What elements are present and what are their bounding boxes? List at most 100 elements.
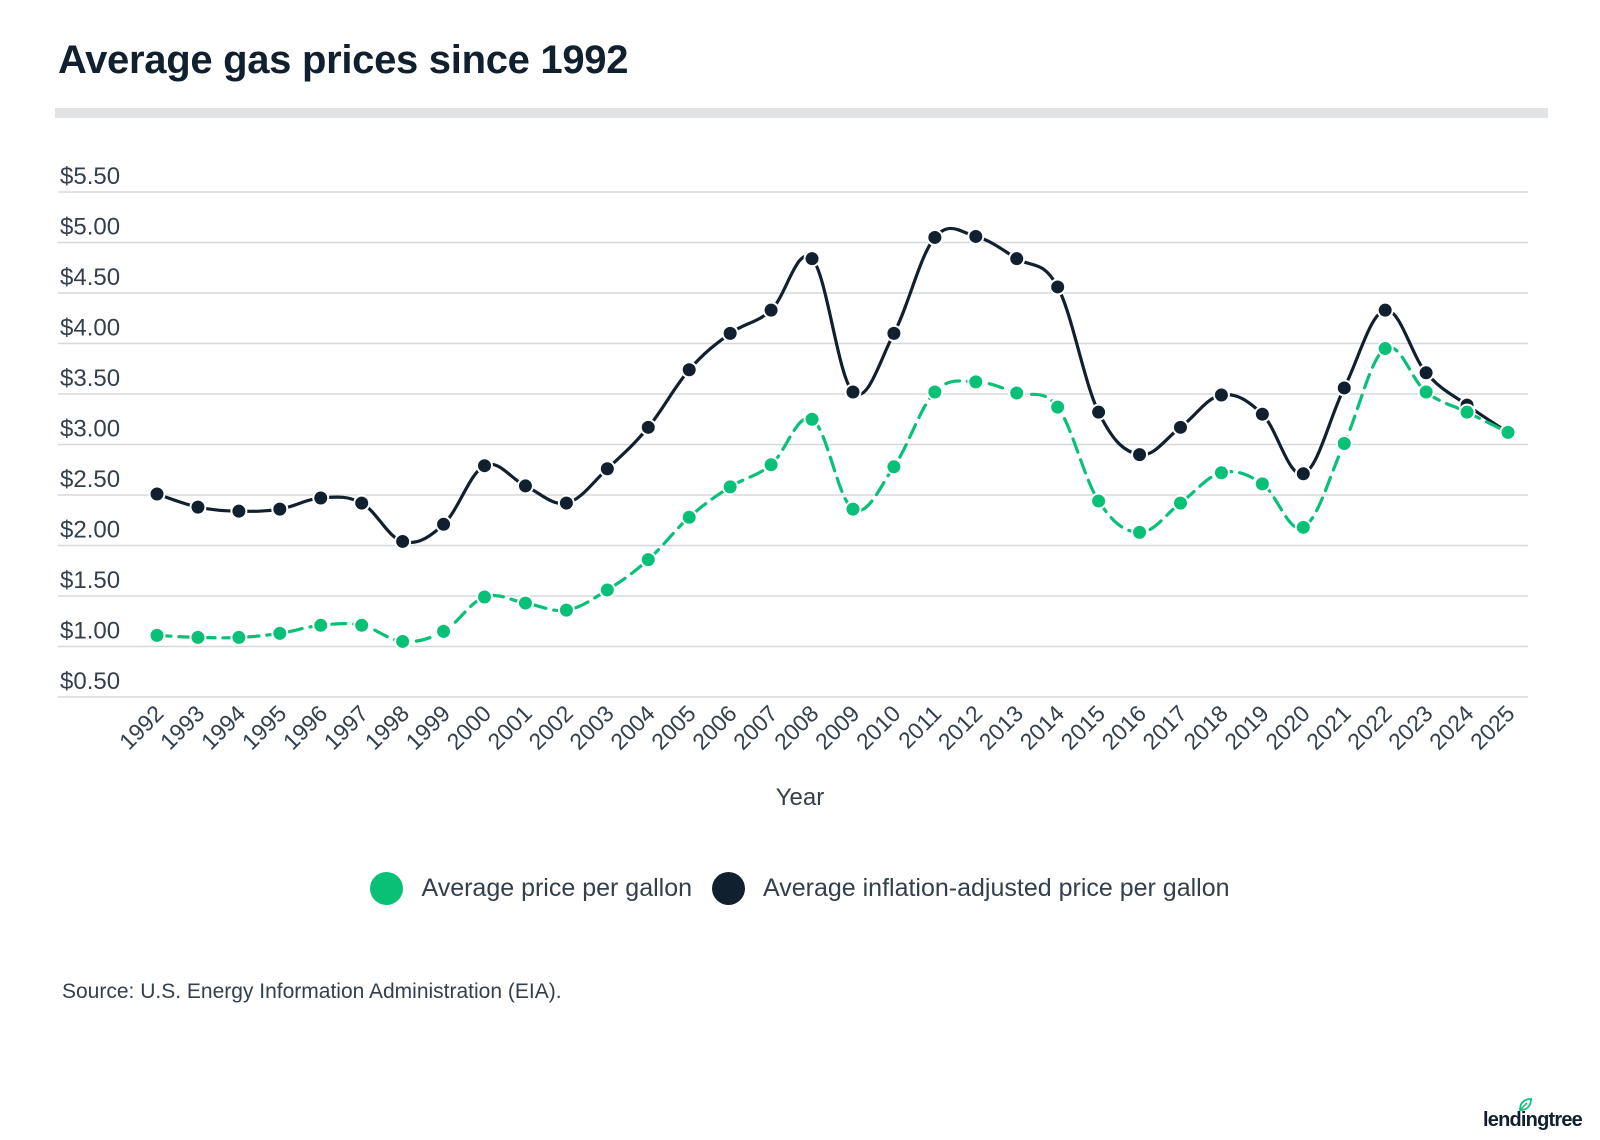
- data-point-nominal[interactable]: [1171, 494, 1189, 512]
- data-point-inflation-adjusted[interactable]: [926, 228, 944, 246]
- data-point-nominal[interactable]: [1376, 340, 1394, 358]
- legend-item-nominal[interactable]: Average price per gallon: [370, 872, 692, 905]
- x-tick-label: 2025: [1465, 700, 1520, 755]
- data-point-nominal[interactable]: [639, 551, 657, 569]
- data-point-inflation-adjusted[interactable]: [639, 418, 657, 436]
- data-point-nominal[interactable]: [1417, 383, 1435, 401]
- data-point-nominal[interactable]: [926, 383, 944, 401]
- x-tick-label: 2014: [1015, 700, 1070, 755]
- chart-title: Average gas prices since 1992: [58, 38, 629, 82]
- data-point-inflation-adjusted[interactable]: [844, 383, 862, 401]
- data-point-nominal[interactable]: [189, 628, 207, 646]
- x-axis-label: Year: [776, 784, 825, 811]
- data-point-nominal[interactable]: [885, 458, 903, 476]
- data-point-nominal[interactable]: [557, 601, 575, 619]
- data-point-inflation-adjusted[interactable]: [1212, 386, 1230, 404]
- x-tick-label: 2004: [605, 700, 660, 755]
- data-point-nominal[interactable]: [1458, 403, 1476, 421]
- data-point-nominal[interactable]: [271, 624, 289, 642]
- data-point-inflation-adjusted[interactable]: [516, 477, 534, 495]
- y-tick-label: $5.50: [60, 163, 120, 190]
- data-point-nominal[interactable]: [844, 500, 862, 518]
- x-tick-label: 2010: [851, 700, 906, 755]
- data-point-inflation-adjusted[interactable]: [721, 324, 739, 342]
- data-point-nominal[interactable]: [1294, 518, 1312, 536]
- data-point-nominal[interactable]: [312, 616, 330, 634]
- data-point-nominal[interactable]: [476, 588, 494, 606]
- x-tick-label: 2005: [646, 700, 701, 755]
- data-point-inflation-adjusted[interactable]: [312, 489, 330, 507]
- data-point-inflation-adjusted[interactable]: [1335, 379, 1353, 397]
- data-point-inflation-adjusted[interactable]: [1253, 405, 1271, 423]
- data-point-inflation-adjusted[interactable]: [598, 460, 616, 478]
- data-point-inflation-adjusted[interactable]: [148, 485, 166, 503]
- x-tick-label: 2023: [1383, 700, 1438, 755]
- x-tick-label: 2016: [1097, 700, 1152, 755]
- data-point-nominal[interactable]: [1049, 398, 1067, 416]
- data-point-inflation-adjusted[interactable]: [1171, 418, 1189, 436]
- x-tick-label: 2001: [482, 700, 537, 755]
- data-point-nominal[interactable]: [1090, 492, 1108, 510]
- data-point-inflation-adjusted[interactable]: [803, 250, 821, 268]
- data-point-nominal[interactable]: [230, 628, 248, 646]
- y-tick-label: $4.00: [60, 315, 120, 342]
- data-point-nominal[interactable]: [516, 594, 534, 612]
- data-point-nominal[interactable]: [762, 456, 780, 474]
- data-point-inflation-adjusted[interactable]: [271, 500, 289, 518]
- data-point-nominal[interactable]: [967, 373, 985, 391]
- data-point-nominal[interactable]: [1008, 384, 1026, 402]
- y-tick-label: $1.00: [60, 618, 120, 645]
- data-point-inflation-adjusted[interactable]: [1294, 465, 1312, 483]
- y-tick-label: $5.00: [60, 214, 120, 241]
- x-tick-label: 2007: [728, 700, 783, 755]
- data-point-inflation-adjusted[interactable]: [885, 324, 903, 342]
- data-point-nominal[interactable]: [1212, 464, 1230, 482]
- data-point-inflation-adjusted[interactable]: [476, 457, 494, 475]
- series-points: [148, 227, 1517, 650]
- data-point-inflation-adjusted[interactable]: [762, 301, 780, 319]
- x-tick-label: 2003: [564, 700, 619, 755]
- y-tick-label: $0.50: [60, 668, 120, 695]
- data-point-inflation-adjusted[interactable]: [1090, 403, 1108, 421]
- data-point-nominal[interactable]: [680, 508, 698, 526]
- data-point-nominal[interactable]: [435, 622, 453, 640]
- data-point-nominal[interactable]: [1335, 434, 1353, 452]
- data-point-inflation-adjusted[interactable]: [394, 532, 412, 550]
- data-point-nominal[interactable]: [1131, 523, 1149, 541]
- legend-item-inflation-adjusted[interactable]: Average inflation-adjusted price per gal…: [712, 872, 1230, 905]
- legend-label-inflation-adjusted: Average inflation-adjusted price per gal…: [763, 874, 1230, 902]
- data-point-inflation-adjusted[interactable]: [230, 502, 248, 520]
- x-tick-label: 2009: [810, 700, 865, 755]
- data-point-inflation-adjusted[interactable]: [1008, 250, 1026, 268]
- data-point-inflation-adjusted[interactable]: [1131, 446, 1149, 464]
- x-tick-label: 1998: [360, 700, 415, 755]
- data-point-nominal[interactable]: [353, 616, 371, 634]
- data-point-nominal[interactable]: [148, 626, 166, 644]
- data-point-nominal[interactable]: [803, 410, 821, 428]
- data-point-nominal[interactable]: [394, 632, 412, 650]
- x-tick-label: 2012: [933, 700, 988, 755]
- data-point-inflation-adjusted[interactable]: [680, 361, 698, 379]
- data-point-inflation-adjusted[interactable]: [353, 494, 371, 512]
- data-point-inflation-adjusted[interactable]: [1417, 364, 1435, 382]
- legend-swatch-nominal: [370, 872, 404, 905]
- y-tick-label: $3.00: [60, 416, 120, 443]
- data-point-nominal[interactable]: [1499, 423, 1517, 441]
- data-point-inflation-adjusted[interactable]: [557, 494, 575, 512]
- x-tick-label: 1995: [237, 700, 292, 755]
- data-point-inflation-adjusted[interactable]: [1049, 278, 1067, 296]
- data-point-nominal[interactable]: [721, 478, 739, 496]
- data-point-inflation-adjusted[interactable]: [435, 515, 453, 533]
- brand-logo[interactable]: lendingtree: [1474, 1098, 1583, 1134]
- data-point-nominal[interactable]: [1253, 475, 1271, 493]
- x-tick-label: 1994: [196, 700, 251, 755]
- title-divider: [55, 108, 1548, 118]
- data-point-inflation-adjusted[interactable]: [967, 227, 985, 245]
- data-point-inflation-adjusted[interactable]: [1376, 301, 1394, 319]
- data-point-nominal[interactable]: [598, 581, 616, 599]
- x-tick-label: 2020: [1260, 700, 1315, 755]
- legend-label-nominal: Average price per gallon: [421, 874, 693, 902]
- data-point-inflation-adjusted[interactable]: [189, 498, 207, 516]
- x-tick-label: 1997: [319, 700, 374, 755]
